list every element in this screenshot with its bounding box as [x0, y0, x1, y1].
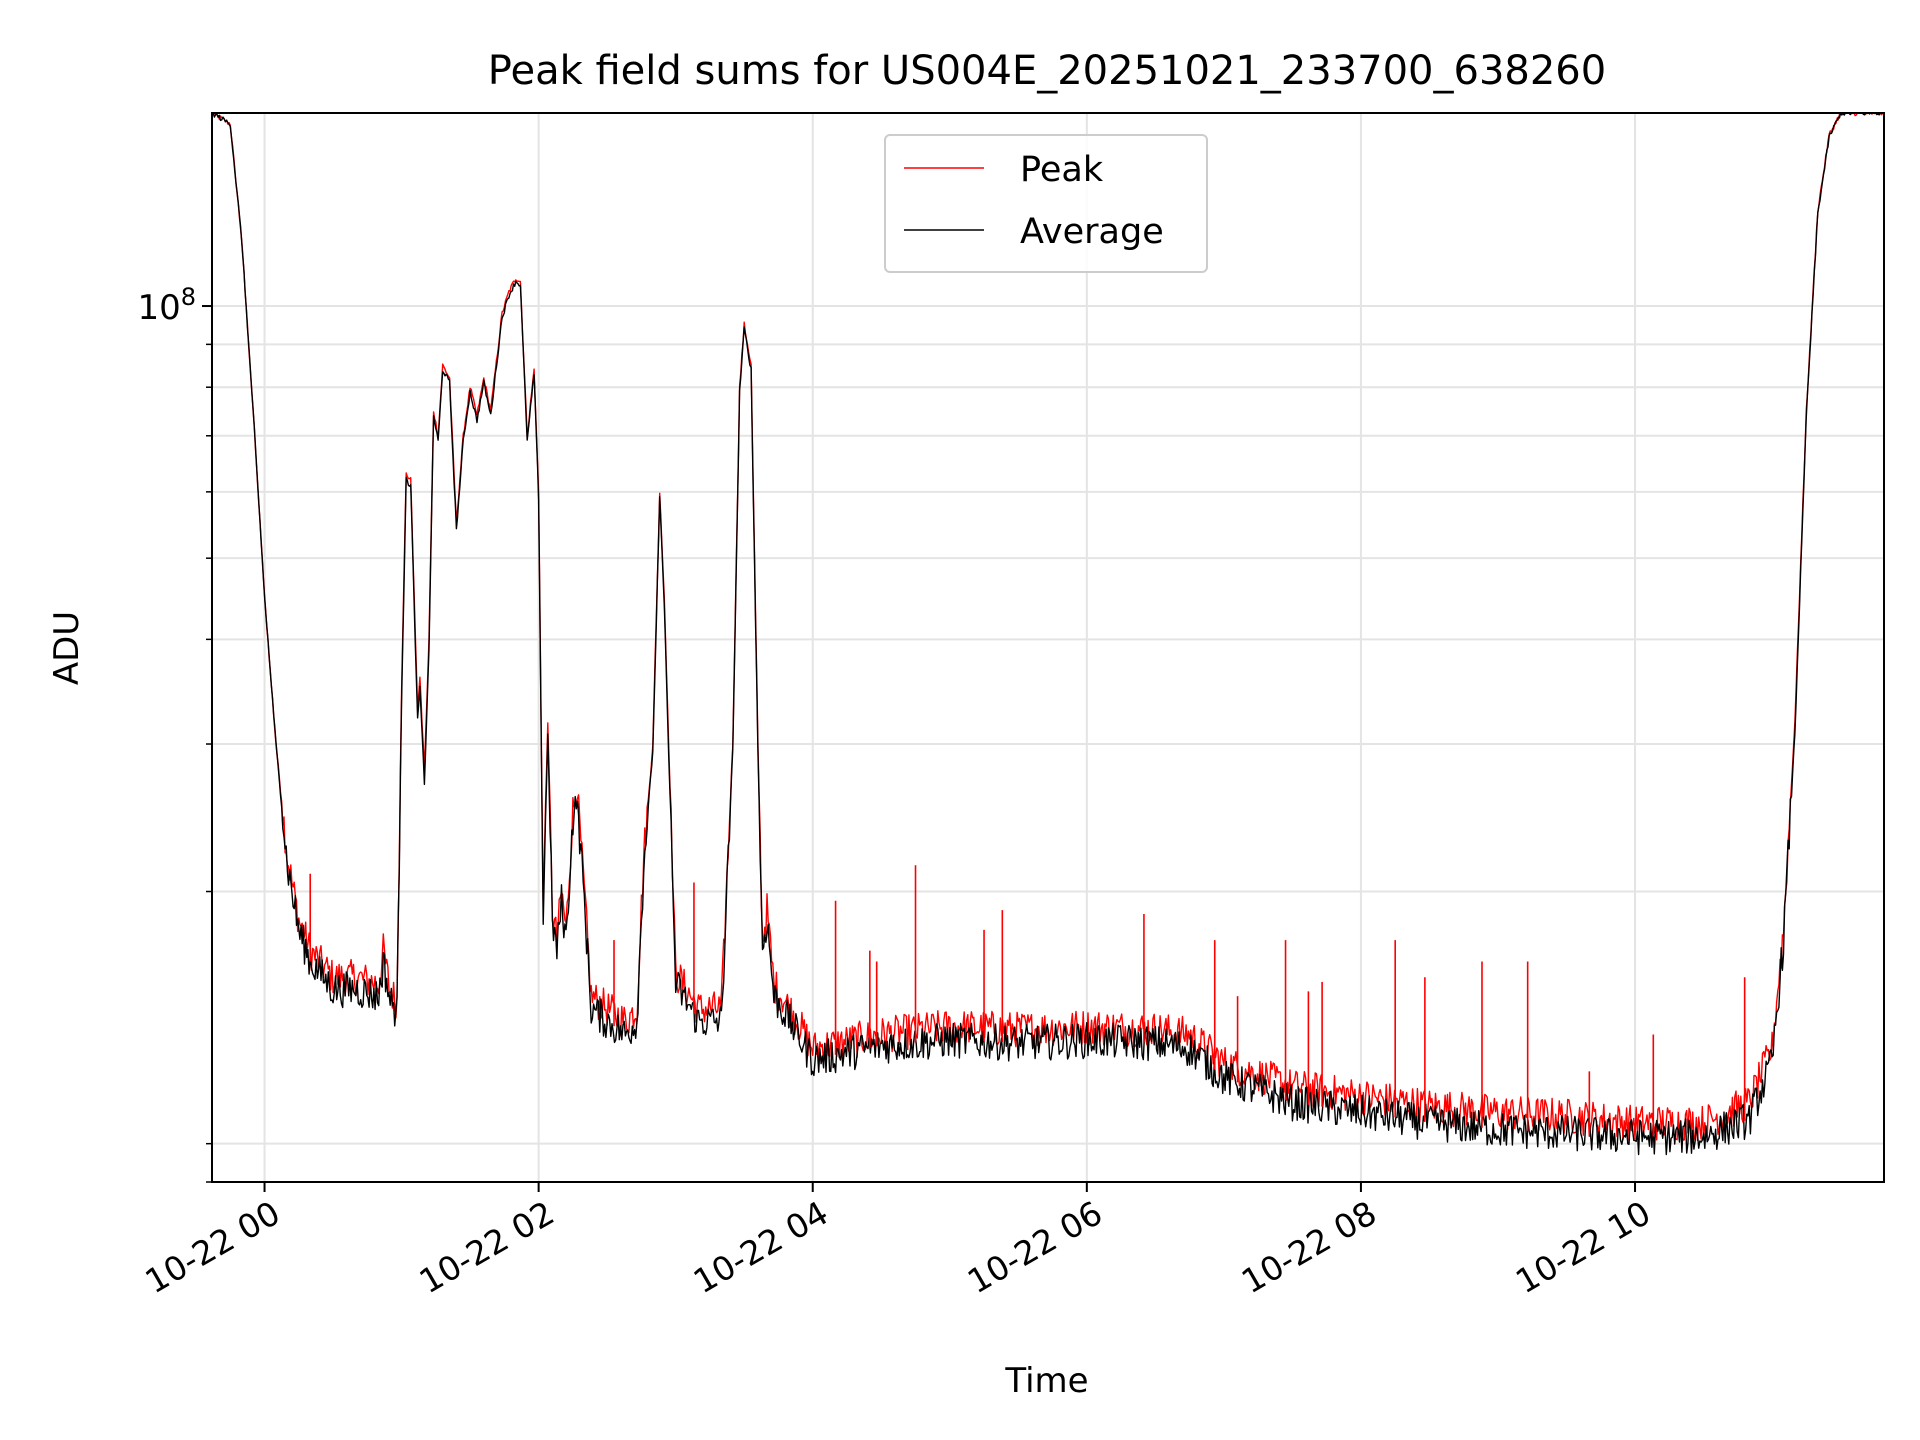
series-line-average — [212, 112, 1884, 1156]
series-layer — [211, 112, 1884, 1156]
y-axis-label: ADU — [47, 611, 87, 685]
legend-label-average: Average — [1020, 212, 1164, 252]
y-axis: 108 — [137, 283, 212, 1183]
chart-title: Peak field sums for US004E_20251021_2337… — [488, 48, 1606, 94]
y-tick-label: 108 — [137, 283, 196, 328]
grid — [212, 113, 1884, 1183]
legend: Peak Average — [884, 134, 1208, 273]
legend-label-peak: Peak — [1020, 150, 1104, 190]
x-axis-label: Time — [1004, 1361, 1088, 1401]
plot-frame — [211, 112, 1885, 1183]
legend-box — [884, 134, 1208, 273]
